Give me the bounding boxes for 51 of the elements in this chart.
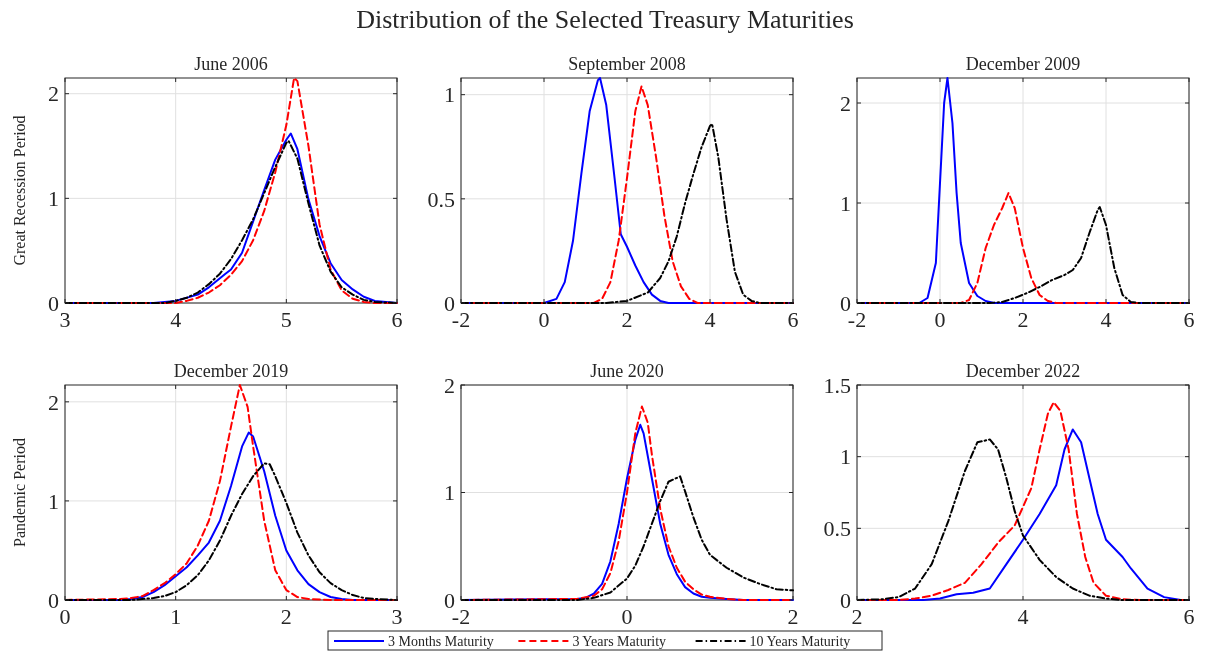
y-tick-label: 1 xyxy=(444,480,455,506)
legend-label: 3 Months Maturity xyxy=(388,633,494,649)
y-tick-label: 0 xyxy=(444,290,455,316)
chart-title: June 2020 xyxy=(590,361,664,381)
y-tick-label: 2 xyxy=(48,81,59,107)
x-tick-label: 6 xyxy=(787,307,799,332)
x-tick-label: 6 xyxy=(1183,604,1195,629)
x-tick-label: 0 xyxy=(621,604,633,629)
x-tick-label: 6 xyxy=(1183,307,1195,332)
text: Distribution of the Selected Treasury Maturities xyxy=(356,5,854,34)
y-tick-label: 1 xyxy=(444,82,455,108)
y-tick-label: 2 xyxy=(840,90,851,116)
y-tick-label: 0.5 xyxy=(823,516,851,542)
x-tick-label: 6 xyxy=(391,307,403,332)
x-tick-label: 2 xyxy=(280,604,292,629)
y-tick-label: 1 xyxy=(48,186,59,212)
chart-title: September 2008 xyxy=(568,54,686,74)
y-tick-label: 0 xyxy=(444,587,455,613)
x-tick-label: 0 xyxy=(538,307,550,332)
y-tick-label: 1 xyxy=(48,488,59,514)
chart-title: December 2009 xyxy=(965,54,1081,74)
x-tick-label: 5 xyxy=(280,307,292,332)
line-series xyxy=(65,384,398,601)
x-tick-label: 3 xyxy=(59,307,71,332)
y-tick-label: 0 xyxy=(48,587,59,613)
y-tick-label: 0 xyxy=(840,290,851,316)
x-tick-label: 2 xyxy=(621,307,633,332)
y-tick-label: 0 xyxy=(840,587,851,613)
x-tick-label: 1 xyxy=(170,604,182,629)
y-tick-label: 2 xyxy=(48,389,59,415)
chart-title: December 2019 xyxy=(173,361,289,381)
x-tick-label: 4 xyxy=(1100,307,1112,332)
x-tick-label: 3 xyxy=(391,604,403,629)
x-tick-label: 4 xyxy=(170,307,182,332)
y-tick-label: 1 xyxy=(840,444,851,470)
x-tick-label: 2 xyxy=(787,604,799,629)
y-tick-label: 1.5 xyxy=(823,372,851,398)
y-tick-label: 2 xyxy=(444,372,455,398)
y-tick-label: 1 xyxy=(840,190,851,216)
x-tick-label: 4 xyxy=(1017,604,1029,629)
x-tick-label: 0 xyxy=(934,307,946,332)
chart-title: June 2006 xyxy=(194,54,268,74)
y-axis-title: Great Recession Period xyxy=(11,115,28,266)
x-tick-label: 2 xyxy=(1017,307,1029,332)
y-tick-label: 0 xyxy=(48,290,59,316)
legend-label: 10 Years Maturity xyxy=(749,633,851,649)
y-tick-label: 0.5 xyxy=(427,186,455,212)
x-tick-label: 4 xyxy=(704,307,716,332)
y-axis-title: Pandemic Period xyxy=(11,438,28,547)
chart-title: December 2022 xyxy=(965,361,1081,381)
legend-label: 3 Years Maturity xyxy=(572,633,667,649)
